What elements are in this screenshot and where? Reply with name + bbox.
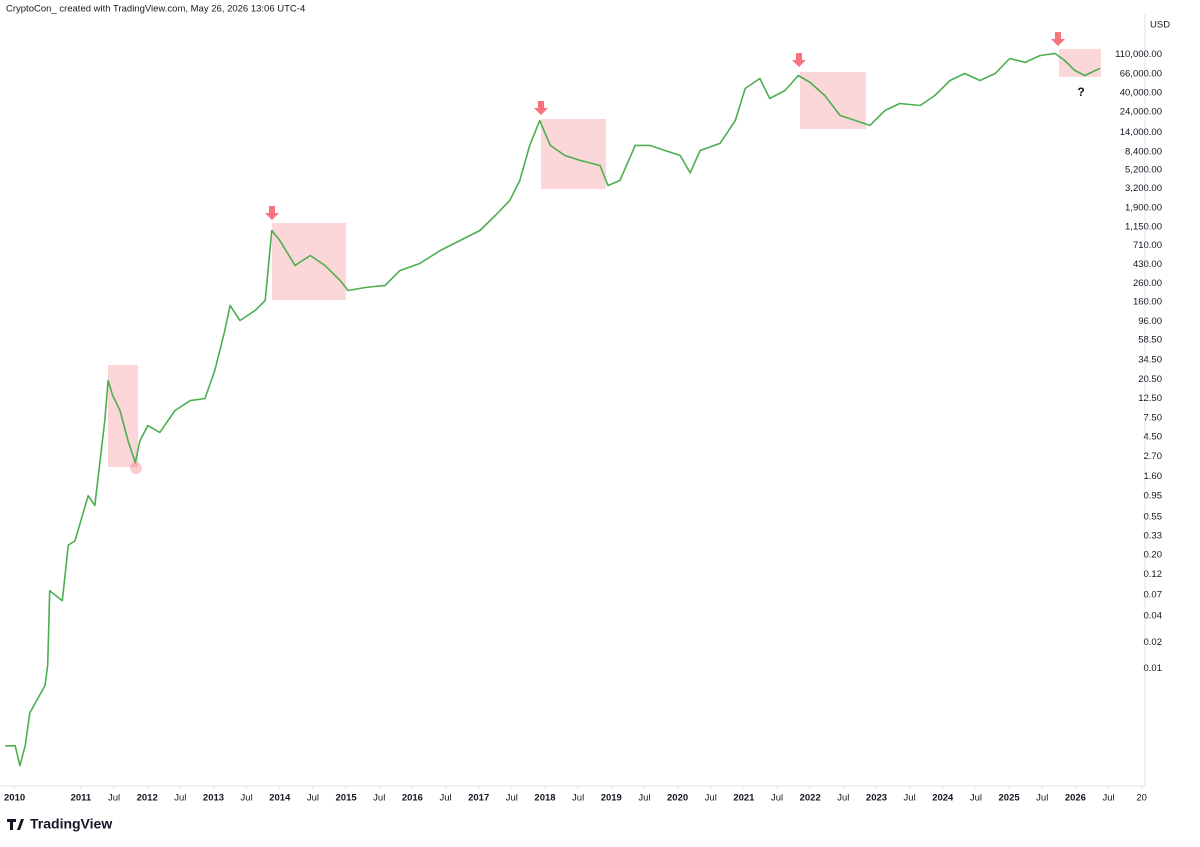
x-tick-label: Jul: [373, 793, 385, 804]
y-tick-label: 1.60: [1144, 471, 1163, 482]
x-tick-label: 2018: [534, 793, 555, 804]
arrow: [265, 206, 279, 220]
y-tick-label: 4.50: [1144, 432, 1163, 443]
x-tick-label: 2021: [733, 793, 755, 804]
y-tick-label: 110,000.00: [1115, 49, 1162, 60]
x-tick-label: Jul: [1102, 793, 1114, 804]
y-tick-label: 7.50: [1144, 412, 1163, 423]
arrow: [534, 101, 548, 115]
y-tick-label: 5,200.00: [1125, 165, 1162, 176]
x-tick-label: Jul: [771, 793, 783, 804]
x-tick-label: Jul: [638, 793, 650, 804]
brand-logo: TradingView: [7, 816, 112, 832]
y-tick-label: 66,000.00: [1120, 68, 1162, 79]
y-tick-label: 0.55: [1144, 511, 1163, 522]
price-line: [5, 52, 1101, 767]
annotation: ?: [1077, 85, 1084, 99]
x-tick-label: Jul: [705, 793, 717, 804]
x-tick-label: Jul: [241, 793, 253, 804]
x-tick-label: 2014: [269, 793, 291, 804]
y-tick-label: 1,900.00: [1125, 203, 1162, 214]
arrow: [792, 53, 806, 67]
y-tick-label: 0.02: [1144, 637, 1163, 648]
x-tick-label: 2010: [4, 793, 25, 804]
y-tick-label: 0.01: [1144, 663, 1163, 674]
arrow: [1051, 32, 1065, 46]
y-tick-label: 0.20: [1144, 550, 1163, 561]
y-tick-label: 14,000.00: [1120, 127, 1162, 138]
x-tick-label: Jul: [970, 793, 982, 804]
highlight-box: [541, 119, 606, 189]
arrows: [265, 32, 1065, 220]
y-tick-label: 24,000.00: [1120, 107, 1162, 118]
x-tick-label: 2023: [866, 793, 887, 804]
y-tick-label: 0.04: [1144, 611, 1163, 622]
y-tick-label: 20.50: [1138, 374, 1162, 385]
x-tick-label: 2013: [203, 793, 224, 804]
y-tick-label: 0.95: [1144, 491, 1163, 502]
x-tick-label: Jul: [837, 793, 849, 804]
x-tick-label: Jul: [439, 793, 451, 804]
x-tick-label: 2025: [999, 793, 1021, 804]
x-tick-label: 2012: [137, 793, 158, 804]
x-tick-label: 2026: [1065, 793, 1086, 804]
currency-label: USD: [1150, 20, 1170, 31]
x-tick-label: 2011: [71, 793, 92, 804]
x-tick-label: 2016: [402, 793, 423, 804]
low-marker: [130, 462, 142, 474]
y-tick-label: 96.00: [1138, 316, 1162, 327]
x-tick-label: 2017: [468, 793, 489, 804]
x-tick-label: 20: [1136, 793, 1147, 804]
x-tick-label: Jul: [572, 793, 584, 804]
y-tick-label: 1,150.00: [1125, 222, 1162, 233]
highlight-box: [800, 72, 866, 129]
x-tick-label: Jul: [174, 793, 186, 804]
brand-name: TradingView: [30, 816, 112, 832]
y-tick-label: 40,000.00: [1120, 87, 1162, 98]
x-tick-label: 2022: [800, 793, 821, 804]
highlight-boxes: [108, 49, 1101, 467]
x-tick-label: Jul: [506, 793, 518, 804]
y-tick-label: 8,400.00: [1125, 146, 1162, 157]
y-tick-label: 34.50: [1138, 355, 1162, 366]
highlight-box: [108, 365, 138, 467]
y-tick-label: 2.70: [1144, 451, 1163, 462]
y-tick-label: 58.50: [1138, 335, 1162, 346]
y-tick-label: 0.33: [1144, 531, 1163, 542]
y-tick-label: 3,200.00: [1125, 183, 1162, 194]
x-tick-label: Jul: [904, 793, 916, 804]
highlight-box: [272, 223, 346, 300]
x-tick-label: 2020: [667, 793, 688, 804]
y-tick-label: 12.50: [1138, 393, 1162, 404]
x-tick-label: Jul: [307, 793, 319, 804]
header-text: CryptoCon_ created with TradingView.com,…: [6, 4, 305, 15]
x-tick-label: 2015: [336, 793, 358, 804]
x-tick-label: 2019: [601, 793, 622, 804]
logo-mark: [7, 819, 24, 830]
y-tick-label: 0.07: [1144, 589, 1163, 600]
y-tick-label: 0.12: [1144, 569, 1163, 580]
x-tick-label: 2024: [932, 793, 954, 804]
x-tick-label: Jul: [108, 793, 120, 804]
x-tick-label: Jul: [1036, 793, 1048, 804]
